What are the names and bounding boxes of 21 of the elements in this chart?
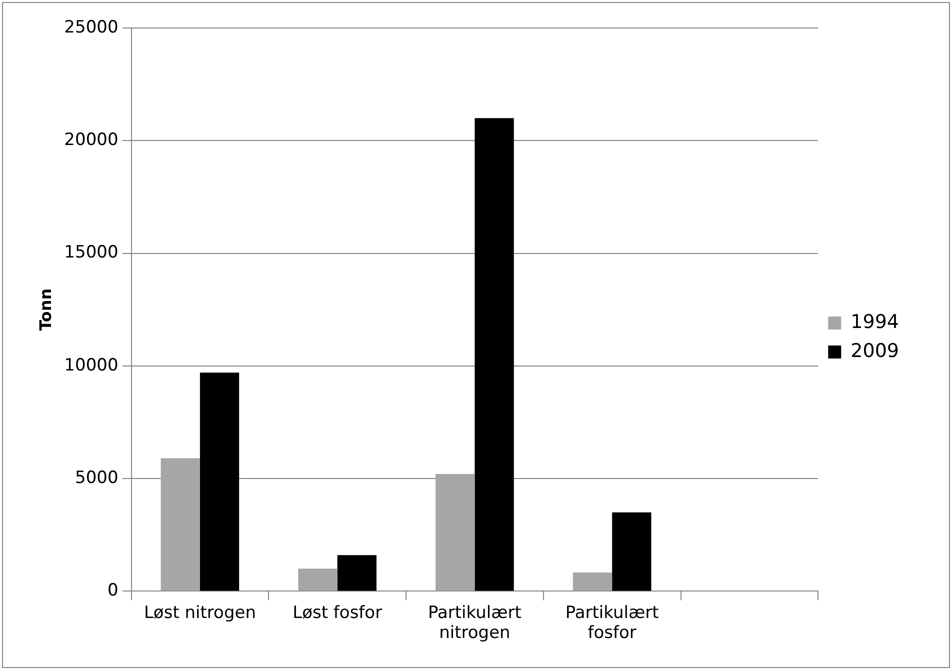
y-axis-title: Tonn [36, 288, 55, 331]
bar [200, 372, 240, 591]
x-tick-label: Partikulært fosfor [565, 602, 660, 644]
y-tick-label: 0 [107, 580, 118, 601]
bar [436, 474, 475, 591]
y-tick-label: 10000 [64, 355, 118, 376]
bar [612, 512, 652, 591]
y-tick-label: 15000 [64, 242, 118, 263]
bar [337, 555, 376, 591]
x-tick-label: Løst fosfor [292, 602, 382, 623]
legend-label: 2009 [850, 340, 900, 362]
x-tick-label: Løst nitrogen [144, 602, 256, 623]
y-tick-label: 25000 [64, 17, 118, 38]
y-tick-label: 5000 [75, 468, 118, 488]
bar [474, 118, 514, 591]
legend-label: 1994 [850, 310, 900, 333]
y-tick-label: 20000 [64, 130, 118, 150]
bar [298, 568, 338, 591]
bar [572, 572, 612, 591]
x-tick-label: Partikulært nitrogen [428, 602, 522, 644]
bar [160, 458, 200, 591]
